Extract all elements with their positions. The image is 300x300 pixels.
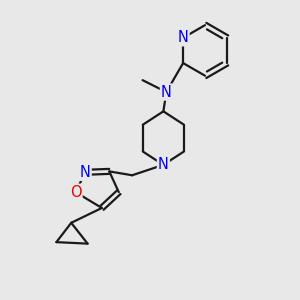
- Text: N: N: [158, 158, 169, 172]
- Text: O: O: [70, 185, 82, 200]
- Text: N: N: [161, 85, 172, 100]
- Text: N: N: [178, 30, 188, 45]
- Text: N: N: [80, 165, 91, 180]
